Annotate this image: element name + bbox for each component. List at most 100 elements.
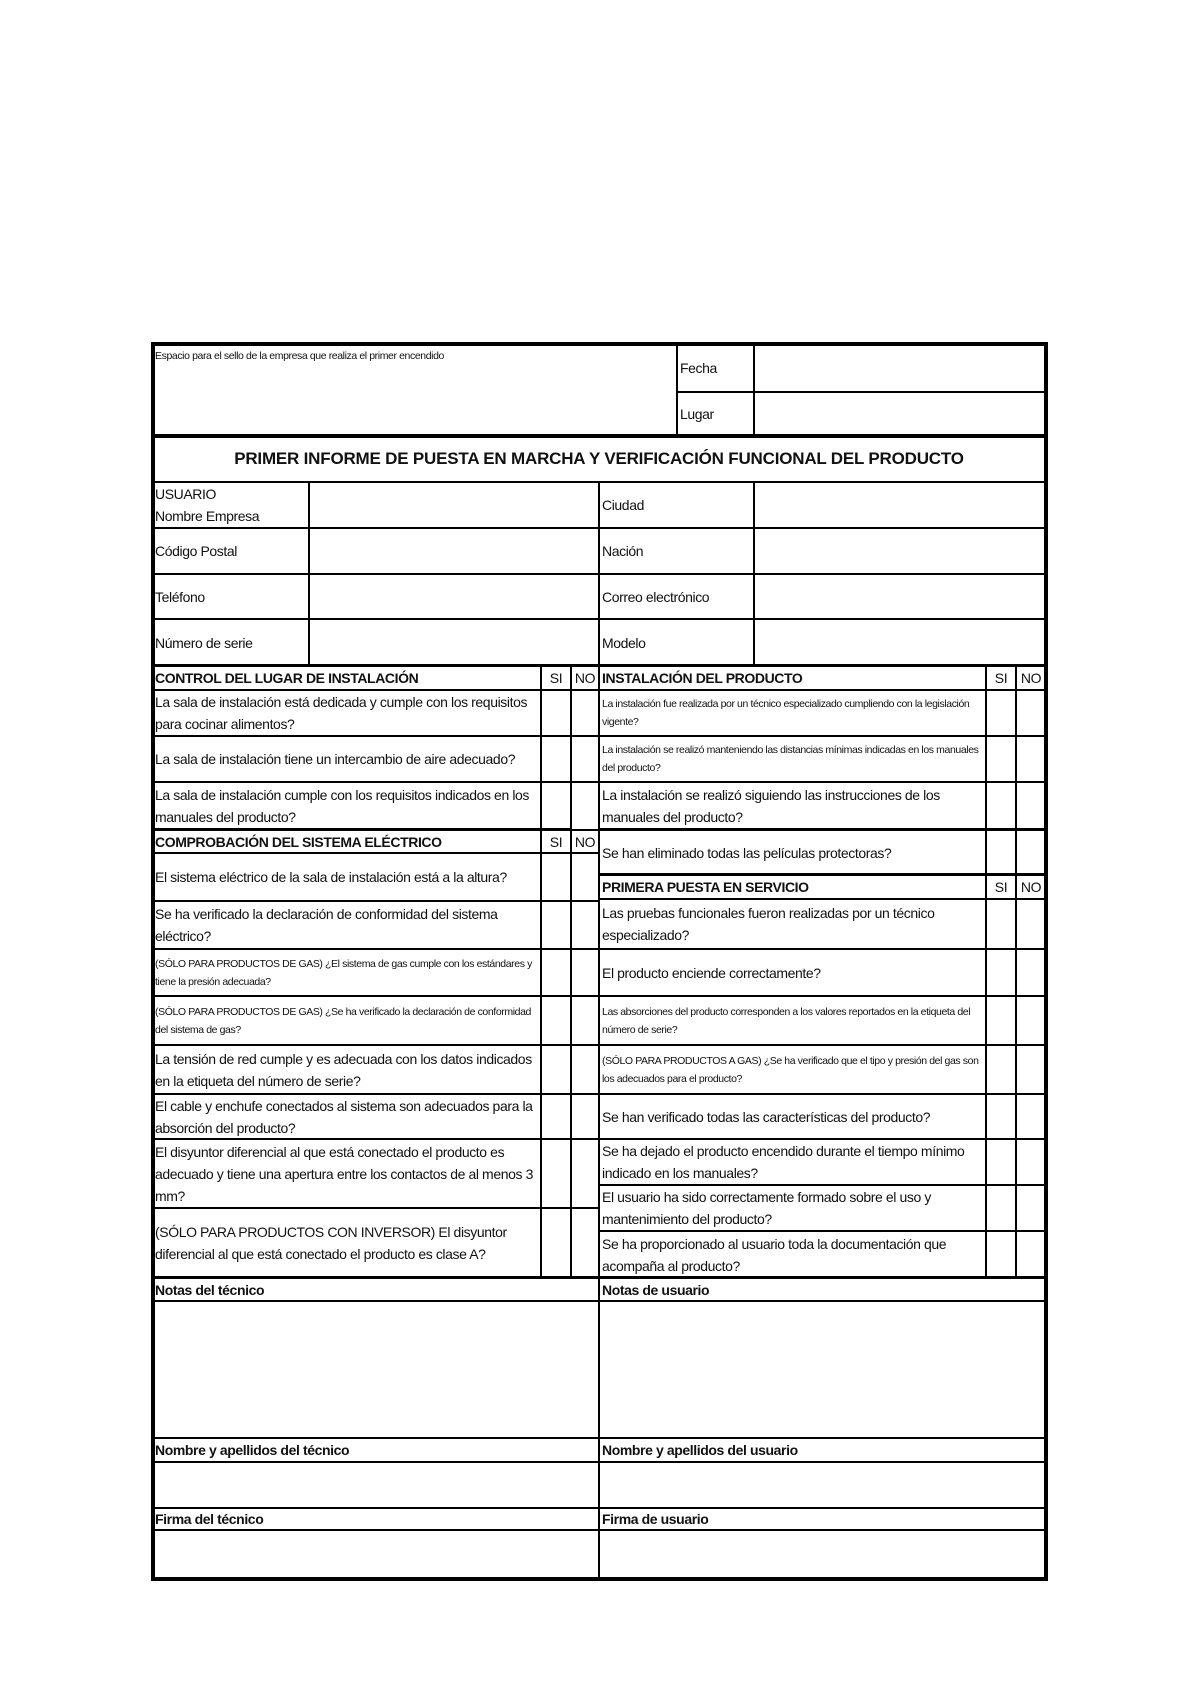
border-left — [151, 342, 155, 1581]
no-checkbox[interactable] — [571, 949, 599, 996]
yes-checkbox[interactable] — [541, 782, 571, 830]
user-field-label: Nación — [599, 528, 754, 574]
yes-checkbox[interactable] — [986, 690, 1016, 736]
yes-column-header: SI — [541, 666, 571, 690]
user-field-input[interactable] — [309, 528, 599, 574]
no-checkbox[interactable] — [1016, 782, 1046, 830]
divider — [598, 664, 600, 1579]
user-field-label: USUARIO Nombre Empresa — [152, 482, 309, 528]
yes-checkbox[interactable] — [986, 736, 1016, 782]
yes-checkbox[interactable] — [541, 736, 571, 782]
no-checkbox[interactable] — [571, 1094, 599, 1139]
divider — [151, 434, 1048, 438]
section-title-electric: COMPROBACIÓN DEL SISTEMA ELÉCTRICO — [152, 830, 541, 853]
company-stamp-area[interactable]: Espacio para el sello de la empresa que … — [152, 344, 677, 436]
yes-checkbox[interactable] — [541, 996, 571, 1045]
border-right — [1044, 342, 1048, 1581]
border-bottom — [151, 1577, 1048, 1581]
tech-notes-field[interactable] — [152, 1301, 599, 1438]
checklist-question: (SÓLO PARA PRODUCTOS CON INVERSOR) El di… — [152, 1208, 541, 1278]
checklist-question: (SÓLO PARA PRODUCTOS A GAS) ¿Se ha verif… — [599, 1045, 986, 1094]
no-checkbox[interactable] — [571, 853, 599, 901]
no-checkbox[interactable] — [1016, 1185, 1046, 1231]
yes-checkbox[interactable] — [986, 949, 1016, 996]
checklist-question: Se ha verificado la declaración de confo… — [152, 901, 541, 949]
user-notes-field[interactable] — [599, 1301, 1046, 1438]
no-checkbox[interactable] — [571, 1208, 599, 1278]
user-field-label: Correo electrónico — [599, 574, 754, 619]
no-column-header: NO — [571, 666, 599, 690]
checklist-question: Las absorciones del producto corresponde… — [599, 996, 986, 1045]
no-column-header: NO — [1016, 666, 1046, 690]
user-field-input[interactable] — [754, 619, 1046, 666]
no-checkbox[interactable] — [571, 1045, 599, 1094]
no-checkbox[interactable] — [571, 690, 599, 736]
section-title-site: CONTROL DEL LUGAR DE INSTALACIÓN — [152, 666, 541, 690]
user-field-input[interactable] — [309, 482, 599, 528]
yes-checkbox[interactable] — [541, 853, 571, 901]
yes-checkbox[interactable] — [986, 1231, 1016, 1278]
yes-checkbox[interactable] — [986, 1094, 1016, 1139]
no-checkbox[interactable] — [571, 1139, 599, 1208]
no-checkbox[interactable] — [1016, 690, 1046, 736]
no-checkbox[interactable] — [1016, 736, 1046, 782]
no-checkbox[interactable] — [571, 996, 599, 1045]
user-field-input[interactable] — [309, 619, 599, 666]
yes-checkbox[interactable] — [541, 1139, 571, 1208]
tech-name-field[interactable] — [152, 1462, 599, 1508]
yes-checkbox[interactable] — [986, 782, 1016, 830]
no-checkbox[interactable] — [1016, 996, 1046, 1045]
user-name-field[interactable] — [599, 1462, 1046, 1508]
no-checkbox[interactable] — [1016, 1139, 1046, 1185]
user-name-label: Nombre y apellidos del usuario — [599, 1438, 1046, 1462]
divider — [599, 828, 1048, 831]
border-top — [151, 342, 1048, 346]
yes-checkbox[interactable] — [541, 1045, 571, 1094]
no-checkbox[interactable] — [1016, 949, 1046, 996]
user-field-input[interactable] — [754, 482, 1046, 528]
user-signature-field[interactable] — [599, 1530, 1046, 1579]
divider — [151, 828, 571, 831]
section-title-first_service: PRIMERA PUESTA EN SERVICIO — [599, 875, 986, 899]
checklist-question: El producto enciende correctamente? — [599, 949, 986, 996]
yes-checkbox[interactable] — [986, 1139, 1016, 1185]
date-field[interactable] — [754, 344, 1046, 392]
yes-checkbox[interactable] — [986, 899, 1016, 949]
no-checkbox[interactable] — [1016, 1231, 1046, 1278]
checklist-question: La instalación se realizó manteniendo la… — [599, 736, 986, 782]
divider — [599, 873, 1048, 876]
yes-checkbox[interactable] — [541, 690, 571, 736]
user-field-label: Código Postal — [152, 528, 309, 574]
no-checkbox[interactable] — [1016, 899, 1046, 949]
tech-signature-label: Firma del técnico — [152, 1508, 599, 1530]
stamp-label: Espacio para el sello de la empresa que … — [155, 350, 444, 362]
yes-checkbox[interactable] — [986, 830, 1016, 875]
no-checkbox[interactable] — [571, 736, 599, 782]
no-checkbox[interactable] — [1016, 830, 1046, 875]
user-signature-label: Firma de usuario — [599, 1508, 1046, 1530]
place-field[interactable] — [754, 392, 1046, 436]
no-checkbox[interactable] — [571, 782, 599, 830]
yes-checkbox[interactable] — [541, 1094, 571, 1139]
user-field-input[interactable] — [754, 574, 1046, 619]
yes-checkbox[interactable] — [986, 996, 1016, 1045]
user-field-input[interactable] — [754, 528, 1046, 574]
checklist-question: Se ha dejado el producto encendido duran… — [599, 1139, 986, 1185]
yes-checkbox[interactable] — [541, 949, 571, 996]
form-title: PRIMER INFORME DE PUESTA EN MARCHA Y VER… — [152, 436, 1046, 482]
no-checkbox[interactable] — [1016, 1094, 1046, 1139]
no-checkbox[interactable] — [1016, 1045, 1046, 1094]
no-column-header: NO — [571, 830, 599, 853]
user-field-input[interactable] — [309, 574, 599, 619]
tech-name-label: Nombre y apellidos del técnico — [152, 1438, 599, 1462]
yes-checkbox[interactable] — [541, 901, 571, 949]
user-field-label: Teléfono — [152, 574, 309, 619]
no-column-header: NO — [1016, 875, 1046, 899]
yes-checkbox[interactable] — [986, 1185, 1016, 1231]
tech-signature-field[interactable] — [152, 1530, 599, 1579]
checklist-question: Las pruebas funcionales fueron realizada… — [599, 899, 986, 949]
yes-checkbox[interactable] — [541, 1208, 571, 1278]
yes-checkbox[interactable] — [986, 1045, 1016, 1094]
checklist-question: (SÓLO PARA PRODUCTOS DE GAS) ¿El sistema… — [152, 949, 541, 996]
no-checkbox[interactable] — [571, 901, 599, 949]
